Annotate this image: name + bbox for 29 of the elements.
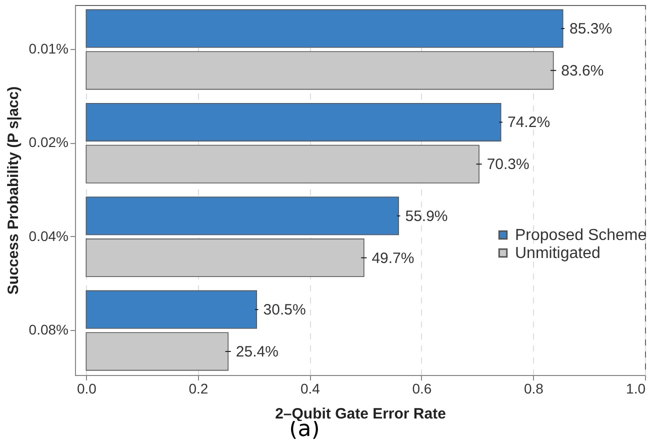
x-tick-label: 0.0 bbox=[76, 380, 97, 396]
x-tick-label: 0.2 bbox=[188, 380, 208, 396]
bar bbox=[86, 102, 502, 142]
y-tick-label: 0.01% bbox=[28, 40, 68, 56]
data-label: 85.3% bbox=[570, 20, 612, 38]
y-tick-label: 0.04% bbox=[28, 228, 68, 244]
bar bbox=[86, 290, 258, 329]
data-label: 25.4% bbox=[236, 343, 278, 360]
y-tick-label: 0.08% bbox=[28, 322, 68, 338]
x-tick-label: 0.4 bbox=[300, 380, 320, 396]
y-tick-label: 0.02% bbox=[28, 134, 68, 150]
data-label: 49.7% bbox=[372, 250, 414, 267]
bar bbox=[86, 196, 399, 236]
bar bbox=[86, 9, 564, 48]
legend-label: Proposed Scheme bbox=[515, 227, 647, 244]
data-label: 55.9% bbox=[405, 208, 448, 225]
x-tick-label: 1.0 bbox=[626, 380, 646, 396]
data-label: 74.2% bbox=[508, 114, 550, 132]
bar bbox=[86, 51, 554, 90]
data-label: 70.3% bbox=[486, 156, 530, 174]
y-axis-title: Success Probability (P s|acc) bbox=[4, 86, 22, 295]
bar bbox=[86, 238, 364, 278]
data-label: 83.6% bbox=[561, 62, 604, 80]
x-tick-label: 0.8 bbox=[524, 380, 544, 396]
x-tick-label: 0.6 bbox=[412, 380, 432, 396]
bar bbox=[86, 144, 480, 184]
data-label: 30.5% bbox=[263, 302, 306, 319]
legend-label: Unmitigated bbox=[515, 245, 600, 262]
bar bbox=[86, 332, 229, 371]
